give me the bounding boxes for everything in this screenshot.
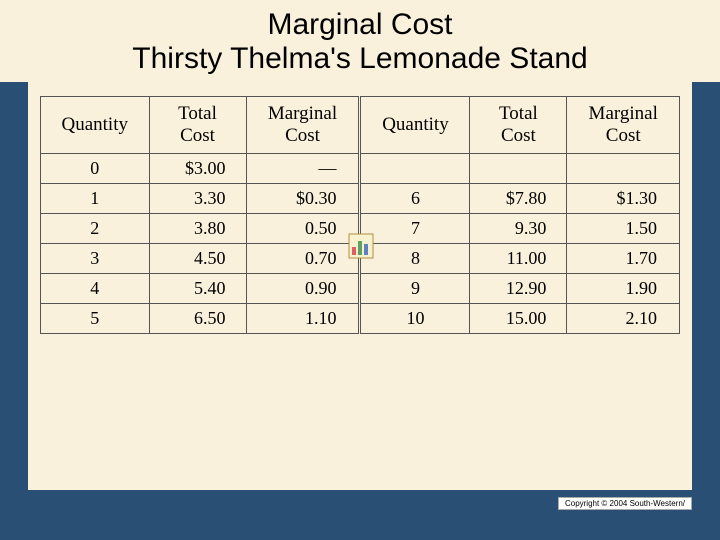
cell-mc: 1.90 xyxy=(567,274,680,304)
table-row: 1 3.30 $0.30 6 $7.80 $1.30 xyxy=(41,184,680,214)
cost-table: Quantity Total Cost Marginal Cost Quanti… xyxy=(40,96,680,334)
col-mc-right: Marginal Cost xyxy=(567,97,680,154)
chart-icon xyxy=(348,233,374,259)
cell-q: 5 xyxy=(41,304,150,334)
col-qty-right: Quantity xyxy=(360,97,470,154)
cell-mc: $0.30 xyxy=(246,184,360,214)
col-tc-right-label: Total Cost xyxy=(499,103,538,146)
cell-q: 10 xyxy=(360,304,470,334)
col-mc-left: Marginal Cost xyxy=(246,97,360,154)
cell-mc: 0.70 xyxy=(246,244,360,274)
slide: Marginal Cost Thirsty Thelma's Lemonade … xyxy=(0,0,720,540)
table-header-row: Quantity Total Cost Marginal Cost Quanti… xyxy=(41,97,680,154)
col-tc-left: Total Cost xyxy=(149,97,246,154)
cell-mc: 1.10 xyxy=(246,304,360,334)
title-line-2: Thirsty Thelma's Lemonade Stand xyxy=(20,42,700,76)
table-row: 5 6.50 1.10 10 15.00 2.10 xyxy=(41,304,680,334)
copyright-caption: Copyright © 2004 South-Western/ xyxy=(558,497,692,510)
cell-tc: 3.80 xyxy=(149,214,246,244)
cell-q: 1 xyxy=(41,184,150,214)
cell-q: 3 xyxy=(41,244,150,274)
cell-tc: 4.50 xyxy=(149,244,246,274)
cell-tc: $7.80 xyxy=(470,184,567,214)
cell-mc xyxy=(567,154,680,184)
cell-tc: 5.40 xyxy=(149,274,246,304)
cell-tc xyxy=(470,154,567,184)
table-row: 4 5.40 0.90 9 12.90 1.90 xyxy=(41,274,680,304)
cell-q: 6 xyxy=(360,184,470,214)
cell-mc: 1.50 xyxy=(567,214,680,244)
cell-mc: 2.10 xyxy=(567,304,680,334)
cell-tc: 3.30 xyxy=(149,184,246,214)
cell-q: 9 xyxy=(360,274,470,304)
col-qty-left: Quantity xyxy=(41,97,150,154)
cell-tc: 12.90 xyxy=(470,274,567,304)
title-line-1: Marginal Cost xyxy=(20,8,700,42)
table-row: 0 $3.00 — xyxy=(41,154,680,184)
cell-q: 4 xyxy=(41,274,150,304)
col-tc-right: Total Cost xyxy=(470,97,567,154)
cell-tc: 11.00 xyxy=(470,244,567,274)
title-block: Marginal Cost Thirsty Thelma's Lemonade … xyxy=(0,0,720,82)
cell-tc: 15.00 xyxy=(470,304,567,334)
cell-mc: — xyxy=(246,154,360,184)
cell-q: 0 xyxy=(41,154,150,184)
cell-q xyxy=(360,154,470,184)
col-mc-right-label: Marginal Cost xyxy=(589,103,658,146)
cell-q: 7 xyxy=(360,214,470,244)
cell-mc: $1.30 xyxy=(567,184,680,214)
cell-mc: 0.50 xyxy=(246,214,360,244)
col-mc-left-label: Marginal Cost xyxy=(268,103,337,146)
col-tc-left-label: Total Cost xyxy=(178,103,217,146)
cell-tc: 6.50 xyxy=(149,304,246,334)
cell-tc: 9.30 xyxy=(470,214,567,244)
cell-mc: 0.90 xyxy=(246,274,360,304)
cell-q: 8 xyxy=(360,244,470,274)
cell-tc: $3.00 xyxy=(149,154,246,184)
cell-q: 2 xyxy=(41,214,150,244)
content-block: Quantity Total Cost Marginal Cost Quanti… xyxy=(28,82,692,490)
cell-mc: 1.70 xyxy=(567,244,680,274)
